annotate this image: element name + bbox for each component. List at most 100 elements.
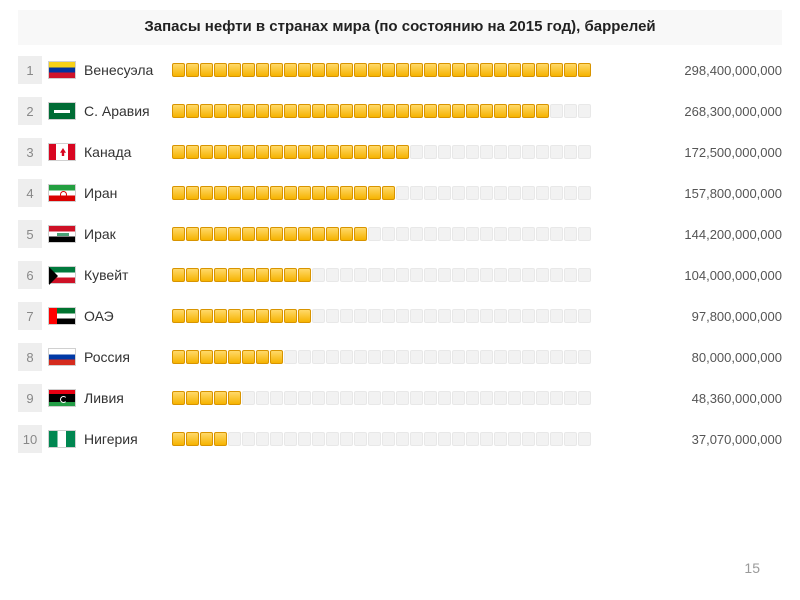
- table-row: 5Ирак144,200,000,000: [18, 217, 782, 251]
- bar-segment-filled: [200, 227, 213, 241]
- bar-segment-empty: [452, 391, 465, 405]
- bar-segment-empty: [480, 432, 493, 446]
- bar-segment-filled: [186, 227, 199, 241]
- bar-segment-empty: [382, 268, 395, 282]
- rank-badge: 5: [18, 220, 42, 248]
- bar-segment-empty: [550, 391, 563, 405]
- bar-track: [172, 267, 660, 283]
- bar-segment-filled: [270, 268, 283, 282]
- bar-segment-filled: [228, 104, 241, 118]
- bar-segment-filled: [354, 227, 367, 241]
- bar-segment-filled: [354, 63, 367, 77]
- bar-segment-filled: [438, 63, 451, 77]
- bar-segment-filled: [228, 268, 241, 282]
- rank-badge: 10: [18, 425, 42, 453]
- rank-badge: 2: [18, 97, 42, 125]
- table-row: 6Кувейт104,000,000,000: [18, 258, 782, 292]
- bar-segment-filled: [256, 63, 269, 77]
- bar-segment-empty: [452, 432, 465, 446]
- bar-segment-empty: [382, 432, 395, 446]
- bar-segment-filled: [172, 350, 185, 364]
- bar-segment-filled: [172, 186, 185, 200]
- bar-segment-filled: [354, 186, 367, 200]
- bar-segment-empty: [536, 145, 549, 159]
- bar-segment-empty: [522, 268, 535, 282]
- bar-segment-filled: [396, 63, 409, 77]
- bar-segment-filled: [284, 104, 297, 118]
- bar-segment-empty: [536, 350, 549, 364]
- bar-segment-empty: [298, 391, 311, 405]
- bar-segment-empty: [382, 227, 395, 241]
- bar-segment-empty: [522, 186, 535, 200]
- bar-segment-filled: [438, 104, 451, 118]
- flag-icon: [48, 102, 76, 120]
- bar-segment-empty: [424, 268, 437, 282]
- bar-segment-empty: [452, 186, 465, 200]
- bar-segment-filled: [228, 350, 241, 364]
- bar-segment-filled: [172, 63, 185, 77]
- bar-segment-empty: [452, 145, 465, 159]
- flag-icon: [48, 225, 76, 243]
- rank-badge: 6: [18, 261, 42, 289]
- bar-segment-empty: [410, 145, 423, 159]
- bar-segment-empty: [578, 268, 591, 282]
- bar-segment-filled: [326, 145, 339, 159]
- bar-segment-filled: [298, 104, 311, 118]
- bar-segment-empty: [564, 391, 577, 405]
- bar-segment-filled: [312, 186, 325, 200]
- bar-track: [172, 144, 660, 160]
- bar-segment-filled: [522, 104, 535, 118]
- bar-segment-filled: [494, 63, 507, 77]
- bar-segment-empty: [480, 227, 493, 241]
- bar-segment-filled: [214, 432, 227, 446]
- bar-segment-empty: [326, 350, 339, 364]
- bar-segment-filled: [284, 227, 297, 241]
- bar-segment-empty: [396, 350, 409, 364]
- bar-segment-empty: [564, 186, 577, 200]
- bar-segment-empty: [564, 104, 577, 118]
- bar-segment-empty: [508, 268, 521, 282]
- bar-segment-empty: [536, 391, 549, 405]
- bar-segment-filled: [284, 309, 297, 323]
- value-label: 97,800,000,000: [660, 309, 782, 324]
- bar-segment-empty: [396, 227, 409, 241]
- bar-segment-filled: [312, 227, 325, 241]
- bar-segment-filled: [340, 104, 353, 118]
- bar-segment-filled: [284, 145, 297, 159]
- bar-segment-empty: [340, 391, 353, 405]
- bar-segment-empty: [354, 268, 367, 282]
- rank-badge: 1: [18, 56, 42, 84]
- bar-segment-filled: [242, 227, 255, 241]
- rank-badge: 9: [18, 384, 42, 412]
- bar-segment-empty: [298, 350, 311, 364]
- bar-segment-empty: [550, 350, 563, 364]
- bar-segment-filled: [452, 63, 465, 77]
- bar-segment-empty: [508, 350, 521, 364]
- bar-segment-filled: [312, 145, 325, 159]
- page-number: 15: [744, 560, 760, 576]
- bar-segment-empty: [326, 391, 339, 405]
- bar-segment-filled: [172, 268, 185, 282]
- bar-segment-filled: [494, 104, 507, 118]
- bar-segment-filled: [214, 391, 227, 405]
- bar-segment-empty: [522, 309, 535, 323]
- bar-segment-empty: [564, 309, 577, 323]
- bar-segment-empty: [480, 309, 493, 323]
- bar-segment-empty: [424, 309, 437, 323]
- bar-segment-empty: [326, 309, 339, 323]
- value-label: 157,800,000,000: [660, 186, 782, 201]
- bar-segment-empty: [368, 350, 381, 364]
- bar-segment-filled: [270, 186, 283, 200]
- bar-segment-filled: [466, 63, 479, 77]
- bar-segment-filled: [172, 432, 185, 446]
- flag-icon: [48, 307, 76, 325]
- bar-segment-filled: [172, 391, 185, 405]
- bar-track: [172, 103, 660, 119]
- bar-segment-empty: [438, 186, 451, 200]
- bar-segment-filled: [172, 145, 185, 159]
- bar-segment-empty: [438, 309, 451, 323]
- bar-segment-filled: [256, 268, 269, 282]
- flag-icon: [48, 430, 76, 448]
- bar-segment-empty: [396, 391, 409, 405]
- bar-segment-empty: [270, 391, 283, 405]
